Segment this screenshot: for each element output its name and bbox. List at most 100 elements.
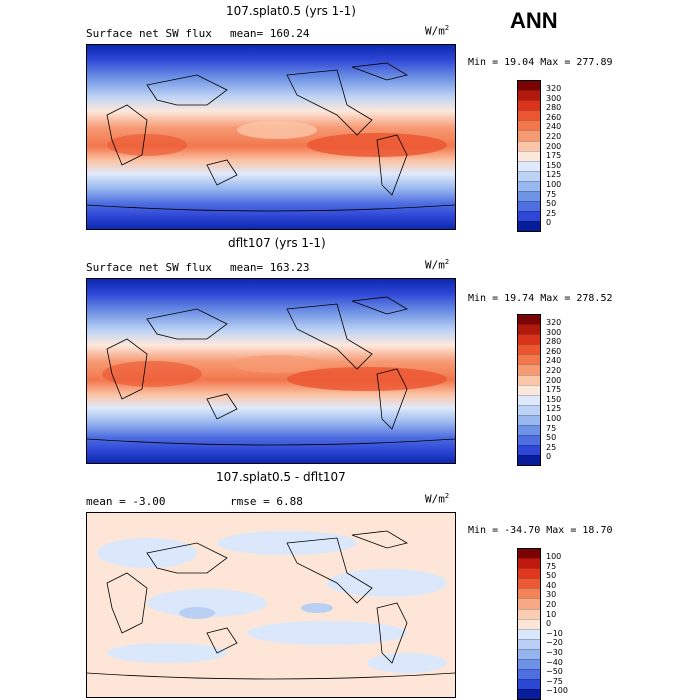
colorbar-tick-label: 280: [546, 103, 562, 113]
colorbar-swatch: [518, 315, 540, 325]
colorbar-swatch: [518, 384, 540, 395]
colorbar-swatch: [518, 140, 540, 151]
colorbar-tick-label: 150: [546, 160, 562, 170]
colorbar-tick-label: 260: [546, 112, 562, 122]
colorbar-tick-label: 175: [546, 151, 562, 161]
colorbar-tick-label: 100: [546, 552, 562, 561]
colorbar-tick-label: −100: [546, 686, 568, 696]
colorbar-tick-label: 25: [546, 442, 557, 452]
colorbar-swatch: [518, 160, 540, 171]
colorbar-tick-label: 240: [546, 122, 562, 132]
colorbar-tick-label: 0: [546, 452, 552, 462]
colorbar-swatch: [518, 90, 540, 101]
colorbar-swatch: [518, 445, 540, 456]
colorbar-swatch: [518, 414, 540, 426]
colorbar-tick-label: 300: [546, 93, 562, 103]
panel-1-mean-label: mean= 160.24: [230, 27, 310, 40]
colorbar-tick-label: −50: [546, 667, 563, 677]
colorbar-swatch: [518, 180, 540, 192]
colorbar-swatch: [518, 455, 540, 466]
panel-1-field-label: Surface net SW flux: [86, 27, 212, 40]
colorbar-swatch: [518, 100, 540, 111]
panel-3-units: W/m2: [425, 492, 450, 506]
colorbar-tick-label: 75: [546, 189, 557, 199]
colorbar-tick-label: 50: [546, 199, 557, 209]
colorbar-tick-label: 125: [546, 170, 562, 180]
colorbar-tick-label: 280: [546, 337, 562, 347]
panel-3-mean-label: mean = -3.00: [86, 495, 166, 508]
colorbar-tick-label: 100: [546, 413, 562, 423]
panel-2-colorbar-labels: 320 300 280 260 240 220 200 175 150 125 …: [546, 318, 561, 462]
panel-2-units: W/m2: [425, 258, 450, 272]
colorbar-tick-label: 25: [546, 208, 557, 218]
season-label: ANN: [510, 8, 558, 33]
colorbar-swatch: [518, 150, 540, 161]
colorbar-swatch: [518, 130, 540, 141]
panel-3-colorbar-labels: 100 75 50 40 30 20 10 0 −10 −20 −30 −40 …: [546, 552, 568, 696]
colorbar-swatch: [518, 344, 540, 355]
colorbar-tick-label: 30: [546, 590, 557, 600]
colorbar-tick-label: 75: [546, 423, 557, 433]
panel-3-map: [86, 512, 456, 698]
colorbar-tick-label: 320: [546, 84, 562, 93]
colorbar-swatch: [518, 81, 540, 91]
colorbar-tick-label: 75: [546, 561, 557, 571]
colorbar-swatch: [518, 435, 540, 446]
colorbar-tick-label: 150: [546, 394, 562, 404]
panel-2-minmax: Min = 19.74 Max = 278.52: [468, 293, 613, 304]
colorbar-swatch: [518, 425, 540, 436]
colorbar-swatch: [518, 669, 540, 680]
panel-2-mean-label: mean= 163.23: [230, 261, 310, 274]
colorbar-swatch: [518, 648, 540, 660]
colorbar-tick-label: 0: [546, 218, 552, 228]
colorbar-swatch: [518, 170, 540, 181]
panel-1-minmax: Min = 19.04 Max = 277.89: [468, 57, 613, 68]
colorbar-tick-label: −75: [546, 676, 563, 686]
colorbar-swatch: [518, 578, 540, 589]
colorbar-tick-label: −20: [546, 638, 563, 648]
colorbar-swatch: [518, 568, 540, 579]
panel-1-units: W/m2: [425, 24, 450, 38]
panel-1-title: 107.splat0.5 (yrs 1-1): [226, 4, 356, 18]
panel-1-map: [86, 44, 456, 230]
colorbar-swatch: [518, 404, 540, 415]
colorbar-swatch: [518, 201, 540, 212]
colorbar-swatch: [518, 110, 540, 121]
colorbar-tick-label: −10: [546, 628, 563, 638]
colorbar-swatch: [518, 659, 540, 670]
colorbar-tick-label: 50: [546, 433, 557, 443]
colorbar-swatch: [518, 608, 540, 619]
colorbar-tick-label: 10: [546, 609, 557, 619]
colorbar-swatch: [518, 598, 540, 609]
colorbar-swatch: [518, 689, 540, 700]
colorbar-tick-label: 300: [546, 327, 562, 337]
colorbar-swatch: [518, 221, 540, 232]
panel-3-colorbar: [517, 548, 541, 700]
panel-2-map: [86, 278, 456, 464]
colorbar-swatch: [518, 628, 540, 639]
panel-1-colorbar-labels: 320 300 280 260 240 220 200 175 150 125 …: [546, 84, 561, 228]
colorbar-tick-label: 200: [546, 141, 562, 151]
colorbar-tick-label: 175: [546, 385, 562, 395]
colorbar-tick-label: 220: [546, 365, 562, 375]
colorbar-swatch: [518, 588, 540, 599]
panel-1-colorbar: [517, 80, 541, 233]
colorbar-tick-label: 40: [546, 580, 557, 590]
colorbar-tick-label: 260: [546, 346, 562, 356]
panel-2-field-label: Surface net SW flux: [86, 261, 212, 274]
panel-3-title: 107.splat0.5 - dflt107: [216, 470, 346, 484]
colorbar-swatch: [518, 191, 540, 202]
panel-2-colorbar: [517, 314, 541, 467]
colorbar-swatch: [518, 334, 540, 345]
panel-2-title: dflt107 (yrs 1-1): [228, 236, 326, 250]
colorbar-swatch: [518, 211, 540, 222]
colorbar-swatch: [518, 638, 540, 649]
panel-3-rmse-label: rmse = 6.88: [230, 495, 303, 508]
colorbar-swatch: [518, 354, 540, 365]
colorbar-tick-label: −40: [546, 657, 563, 667]
colorbar-tick-label: −30: [546, 647, 563, 657]
panel-3-minmax: Min = -34.70 Max = 18.70: [468, 525, 613, 536]
colorbar-tick-label: 50: [546, 571, 557, 581]
colorbar-swatch: [518, 618, 540, 629]
colorbar-swatch: [518, 374, 540, 385]
